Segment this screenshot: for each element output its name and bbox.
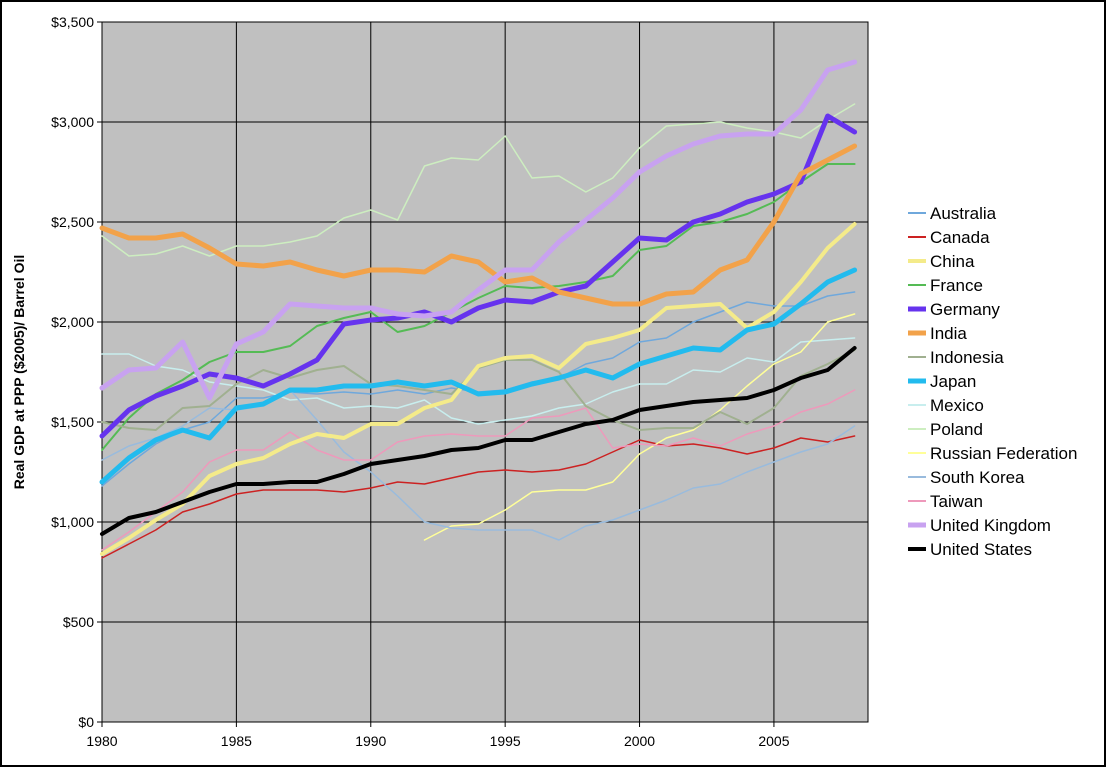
x-tick-label: 1990 [355, 733, 386, 749]
legend-label-united-states: United States [930, 540, 1032, 559]
y-tick-label: $3,000 [51, 114, 94, 130]
legend-label-south-korea: South Korea [930, 468, 1025, 487]
legend-label-united-kingdom: United Kingdom [930, 516, 1051, 535]
legend-label-australia: Australia [930, 204, 997, 223]
x-tick-label: 1980 [86, 733, 117, 749]
legend-label-taiwan: Taiwan [930, 492, 983, 511]
legend-label-russian-federation: Russian Federation [930, 444, 1077, 463]
legend-label-canada: Canada [930, 228, 990, 247]
series-line-india [99, 143, 858, 307]
plot-area [101, 21, 869, 723]
series-line-poland [101, 103, 856, 257]
y-tick-label: $0 [78, 714, 94, 730]
y-tick-label: $500 [63, 614, 94, 630]
y-tick-label: $1,500 [51, 414, 94, 430]
series-line-taiwan [101, 389, 856, 551]
legend-label-japan: Japan [930, 372, 976, 391]
series-line-japan [99, 267, 858, 485]
y-tick-label: $3,500 [51, 14, 94, 30]
series-line-canada [101, 435, 856, 559]
series-line-germany [99, 113, 858, 439]
series-line-united-kingdom [99, 59, 858, 401]
legend-label-indonesia: Indonesia [930, 348, 1004, 367]
x-tick-label: 2005 [758, 733, 789, 749]
series-line-mexico [101, 337, 856, 425]
legend-label-china: China [930, 252, 975, 271]
x-tick-label: 1995 [490, 733, 521, 749]
series-line-united-states [100, 346, 857, 536]
legend-label-france: France [930, 276, 983, 295]
series-line-south-korea [101, 389, 856, 541]
legend-label-germany: Germany [930, 300, 1000, 319]
legend-label-mexico: Mexico [930, 396, 984, 415]
y-tick-label: $1,000 [51, 514, 94, 530]
y-tick-label: $2,500 [51, 214, 94, 230]
y-axis-title: Real GDP at PPP ($2005)/ Barrel Oil [11, 255, 27, 490]
legend-label-india: India [930, 324, 967, 343]
y-tick-label: $2,000 [51, 314, 94, 330]
series-line-france [101, 163, 856, 451]
legend-label-poland: Poland [930, 420, 983, 439]
x-tick-label: 1985 [221, 733, 252, 749]
series-line-russian-federation [423, 313, 856, 541]
x-tick-label: 2000 [624, 733, 655, 749]
series-line-china [100, 222, 857, 556]
